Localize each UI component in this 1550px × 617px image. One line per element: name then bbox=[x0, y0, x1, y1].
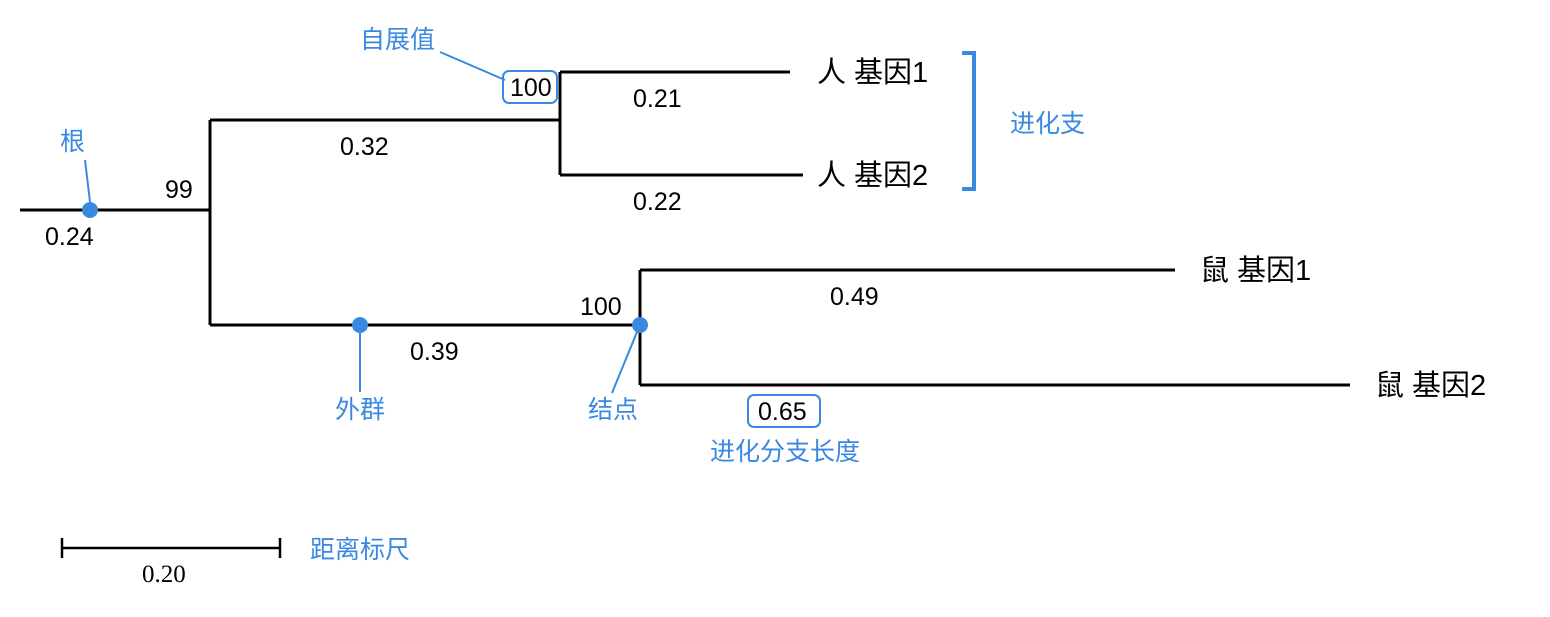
root-dot bbox=[82, 202, 98, 218]
scale-value-label: 0.20 bbox=[142, 561, 186, 588]
mouse-gene2-leaf-label: 鼠 基因2 bbox=[1375, 369, 1486, 402]
mouse-gene2-length-label: 0.65 bbox=[758, 398, 807, 426]
branch-length-annotation-label: 进化分支长度 bbox=[710, 438, 860, 466]
bootstrap-annotation-line bbox=[440, 52, 505, 80]
mouse-gene1-leaf-label: 鼠 基因1 bbox=[1200, 254, 1311, 287]
scale-annotation-label: 距离标尺 bbox=[310, 536, 410, 564]
human-gene1-length-label: 0.21 bbox=[633, 85, 682, 113]
human-gene2-length-label: 0.22 bbox=[633, 188, 682, 216]
root-annotation-label: 根 bbox=[60, 128, 85, 156]
clade-bracket bbox=[962, 53, 974, 189]
node-annotation-line bbox=[612, 332, 637, 393]
support-100-mouse-label: 100 bbox=[580, 293, 622, 321]
root-annotation-line bbox=[85, 160, 90, 202]
human-gene2-leaf-label: 人 基因2 bbox=[817, 159, 928, 192]
human-gene1-leaf-label: 人 基因1 bbox=[817, 56, 928, 89]
node-annotation-label: 结点 bbox=[588, 396, 638, 424]
phylogenetic-tree-diagram: 0.24 99 0.32 100 0.21 0.22 0.39 100 0.49 0.65 人 基因… bbox=[0, 0, 1550, 617]
node-dot bbox=[632, 317, 648, 333]
support-100-human-label: 100 bbox=[510, 74, 552, 102]
outgroup-annotation-label: 外群 bbox=[335, 396, 385, 424]
mouse-internal-length-label: 0.39 bbox=[410, 338, 459, 366]
support-99-label: 99 bbox=[165, 176, 193, 204]
clade-annotation-label: 进化支 bbox=[1010, 110, 1085, 138]
mouse-gene1-length-label: 0.49 bbox=[830, 283, 879, 311]
root-length-label: 0.24 bbox=[45, 223, 94, 251]
bootstrap-annotation-label: 自展值 bbox=[360, 26, 435, 54]
human-internal-length-label: 0.32 bbox=[340, 133, 389, 161]
outgroup-dot bbox=[352, 317, 368, 333]
